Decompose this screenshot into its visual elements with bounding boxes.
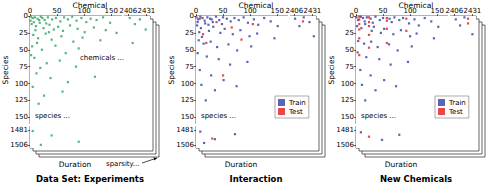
svg-text:sparsity...: sparsity... (106, 160, 139, 168)
svg-text:100: 100 (15, 80, 28, 88)
svg-text:Duration: Duration (385, 160, 418, 169)
svg-text:2406: 2406 (119, 7, 137, 15)
svg-text:New Chemicals: New Chemicals (380, 174, 452, 184)
svg-text:150: 150 (181, 113, 194, 121)
svg-text:150: 150 (104, 6, 118, 15)
svg-text:150: 150 (430, 6, 444, 15)
svg-text:150: 150 (341, 113, 354, 121)
svg-text:25: 25 (19, 29, 28, 37)
svg-text:2406: 2406 (285, 7, 303, 15)
svg-text:2406: 2406 (445, 7, 463, 15)
svg-text:Duration: Duration (59, 160, 92, 169)
svg-text:150: 150 (15, 113, 28, 121)
svg-text:2431: 2431 (463, 7, 481, 15)
svg-text:125: 125 (341, 96, 354, 104)
svg-text:1481: 1481 (10, 126, 28, 134)
svg-text:Train: Train (448, 99, 466, 107)
svg-text:125: 125 (181, 96, 194, 104)
svg-text:Chemical: Chemical (239, 1, 274, 10)
svg-text:50: 50 (345, 46, 354, 54)
svg-text:100: 100 (77, 6, 91, 15)
svg-text:0: 0 (189, 12, 194, 20)
svg-text:50: 50 (53, 7, 62, 15)
svg-text:0: 0 (28, 7, 32, 15)
svg-text:species ...: species ... (201, 112, 236, 120)
svg-text:0: 0 (194, 7, 198, 15)
svg-text:Species: Species (1, 55, 10, 84)
svg-text:125: 125 (15, 96, 28, 104)
svg-text:50: 50 (379, 7, 388, 15)
svg-text:0: 0 (349, 12, 354, 20)
svg-text:Interaction: Interaction (230, 174, 283, 184)
svg-text:25: 25 (345, 29, 354, 37)
svg-text:1506: 1506 (10, 141, 28, 149)
svg-text:2431: 2431 (137, 7, 155, 15)
svg-text:Test: Test (288, 108, 303, 116)
svg-text:75: 75 (185, 63, 194, 71)
svg-text:100: 100 (403, 6, 417, 15)
svg-text:Train: Train (288, 99, 306, 107)
svg-text:100: 100 (181, 80, 194, 88)
svg-text:species ...: species ... (35, 112, 70, 120)
svg-text:Chemical: Chemical (73, 1, 108, 10)
svg-text:species ...: species ... (361, 112, 396, 120)
svg-text:0: 0 (23, 12, 28, 20)
svg-text:100: 100 (243, 6, 257, 15)
svg-text:1506: 1506 (176, 141, 194, 149)
svg-text:100: 100 (341, 80, 354, 88)
svg-text:1481: 1481 (336, 126, 354, 134)
svg-text:Species: Species (327, 55, 336, 84)
svg-text:chemicals ...: chemicals ... (80, 54, 124, 62)
svg-text:Chemical: Chemical (399, 1, 434, 10)
svg-text:2431: 2431 (303, 7, 321, 15)
svg-text:Data Set: Experiments: Data Set: Experiments (36, 174, 144, 184)
svg-text:150: 150 (270, 6, 284, 15)
svg-text:0: 0 (354, 7, 358, 15)
svg-text:25: 25 (185, 29, 194, 37)
svg-text:Test: Test (448, 108, 463, 116)
svg-text:1506: 1506 (336, 141, 354, 149)
svg-text:75: 75 (19, 63, 28, 71)
svg-text:1481: 1481 (176, 126, 194, 134)
svg-text:50: 50 (185, 46, 194, 54)
svg-text:Duration: Duration (225, 160, 258, 169)
svg-text:50: 50 (219, 7, 228, 15)
svg-text:50: 50 (19, 46, 28, 54)
svg-text:75: 75 (345, 63, 354, 71)
svg-text:Species: Species (167, 55, 176, 84)
